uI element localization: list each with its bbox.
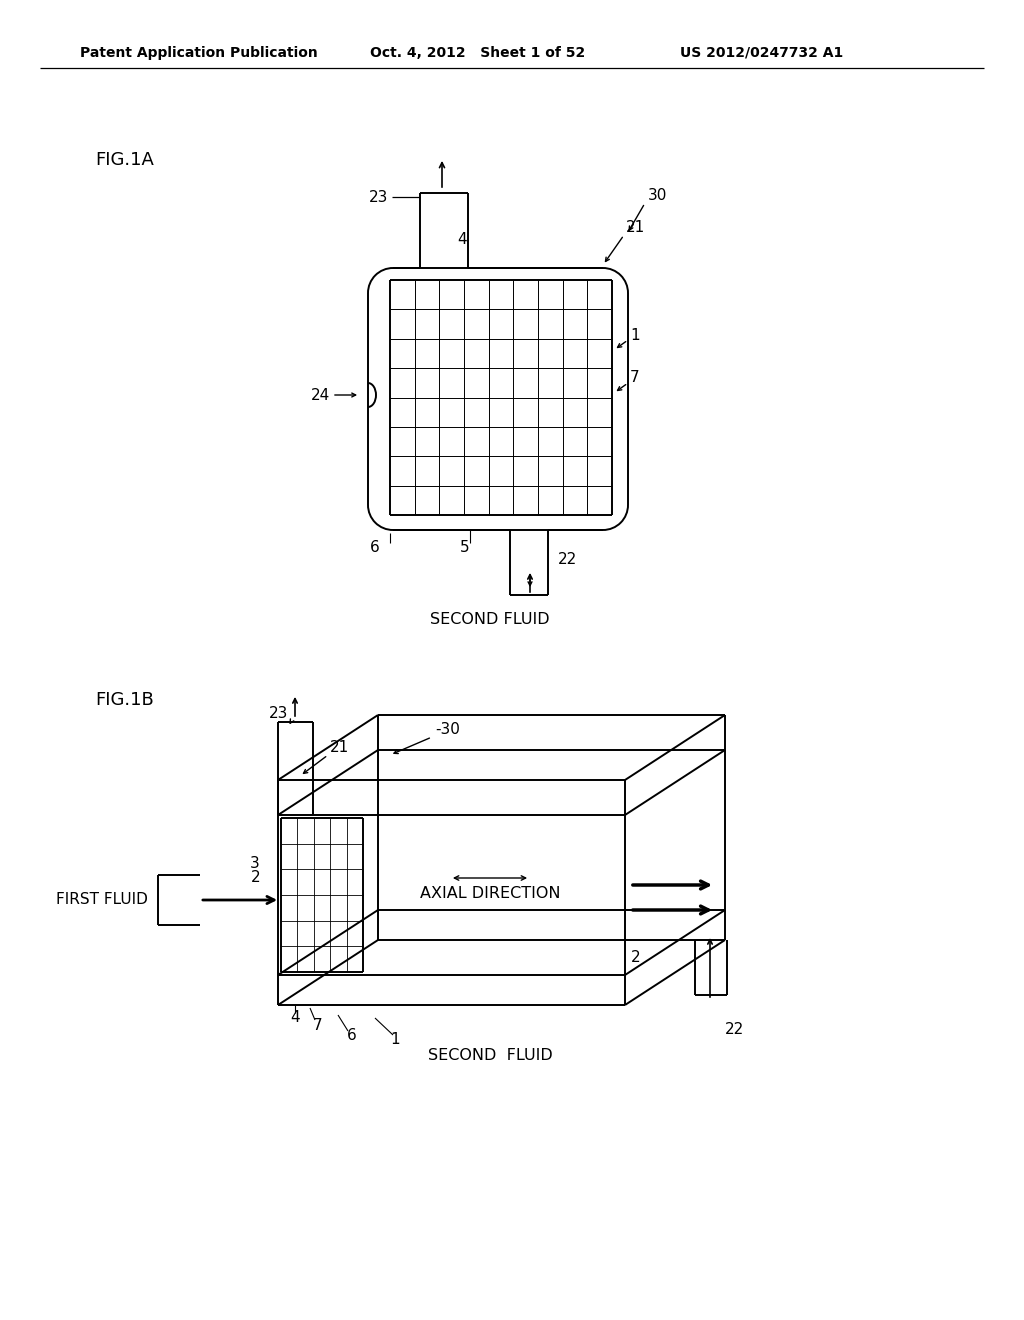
Text: Oct. 4, 2012   Sheet 1 of 52: Oct. 4, 2012 Sheet 1 of 52 — [370, 46, 586, 59]
Text: 1: 1 — [630, 327, 640, 342]
Text: FIG.1A: FIG.1A — [95, 150, 154, 169]
Text: FIRST FLUID: FIRST FLUID — [56, 892, 148, 908]
Text: -30: -30 — [435, 722, 460, 738]
Text: 4: 4 — [457, 232, 467, 248]
Text: 2: 2 — [631, 950, 641, 965]
Text: 5: 5 — [460, 540, 470, 556]
Text: 2: 2 — [251, 870, 260, 886]
Text: 7: 7 — [630, 371, 640, 385]
Text: 22: 22 — [558, 553, 578, 568]
Text: SECOND  FLUID: SECOND FLUID — [428, 1048, 552, 1063]
Text: 1: 1 — [390, 1032, 399, 1048]
Text: 21: 21 — [626, 220, 645, 235]
Text: FIG.1B: FIG.1B — [95, 690, 154, 709]
Text: 6: 6 — [370, 540, 380, 556]
Text: US 2012/0247732 A1: US 2012/0247732 A1 — [680, 46, 843, 59]
Text: 30: 30 — [648, 189, 668, 203]
Text: 3: 3 — [250, 855, 260, 870]
Text: 23: 23 — [369, 190, 388, 205]
Text: 6: 6 — [347, 1028, 357, 1044]
Text: SECOND FLUID: SECOND FLUID — [430, 612, 550, 627]
Text: 21: 21 — [330, 741, 349, 755]
Text: AXIAL DIRECTION: AXIAL DIRECTION — [420, 886, 560, 900]
Text: 24: 24 — [310, 388, 330, 403]
Text: 7: 7 — [313, 1019, 323, 1034]
Text: Patent Application Publication: Patent Application Publication — [80, 46, 317, 59]
Text: 4: 4 — [290, 1011, 300, 1026]
Text: 23: 23 — [268, 705, 288, 721]
Text: 22: 22 — [725, 1023, 744, 1038]
